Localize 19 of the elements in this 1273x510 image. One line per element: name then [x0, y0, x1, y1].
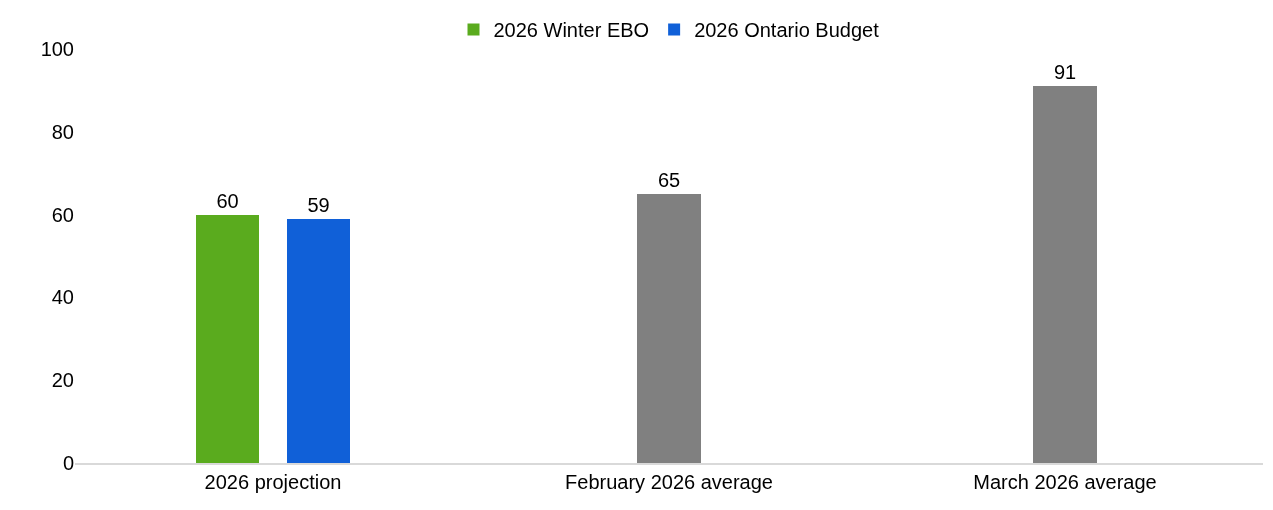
legend-label: 2026 Ontario Budget: [694, 19, 880, 42]
y-tick-label: 40: [51, 286, 74, 309]
data-label: 60: [216, 190, 239, 212]
y-tick-label: 0: [62, 452, 74, 474]
y-tick-label: 80: [51, 120, 74, 143]
y-tick-label: 20: [51, 369, 74, 392]
data-label: 59: [307, 194, 330, 216]
bar: [1033, 86, 1097, 463]
bar: [196, 215, 259, 463]
data-label: 91: [1053, 61, 1077, 83]
y-tick-label: 60: [51, 203, 74, 226]
x-tick-label: 2026 projection: [204, 471, 342, 493]
legend-label: 2026 Winter EBO: [493, 19, 650, 42]
bar: [287, 219, 350, 463]
bar: [637, 194, 701, 463]
x-tick-label: March 2026 average: [973, 471, 1157, 493]
data-label: 65: [657, 169, 681, 191]
y-tick-label: 100: [40, 38, 74, 60]
x-tick-label: February 2026 average: [565, 471, 773, 493]
